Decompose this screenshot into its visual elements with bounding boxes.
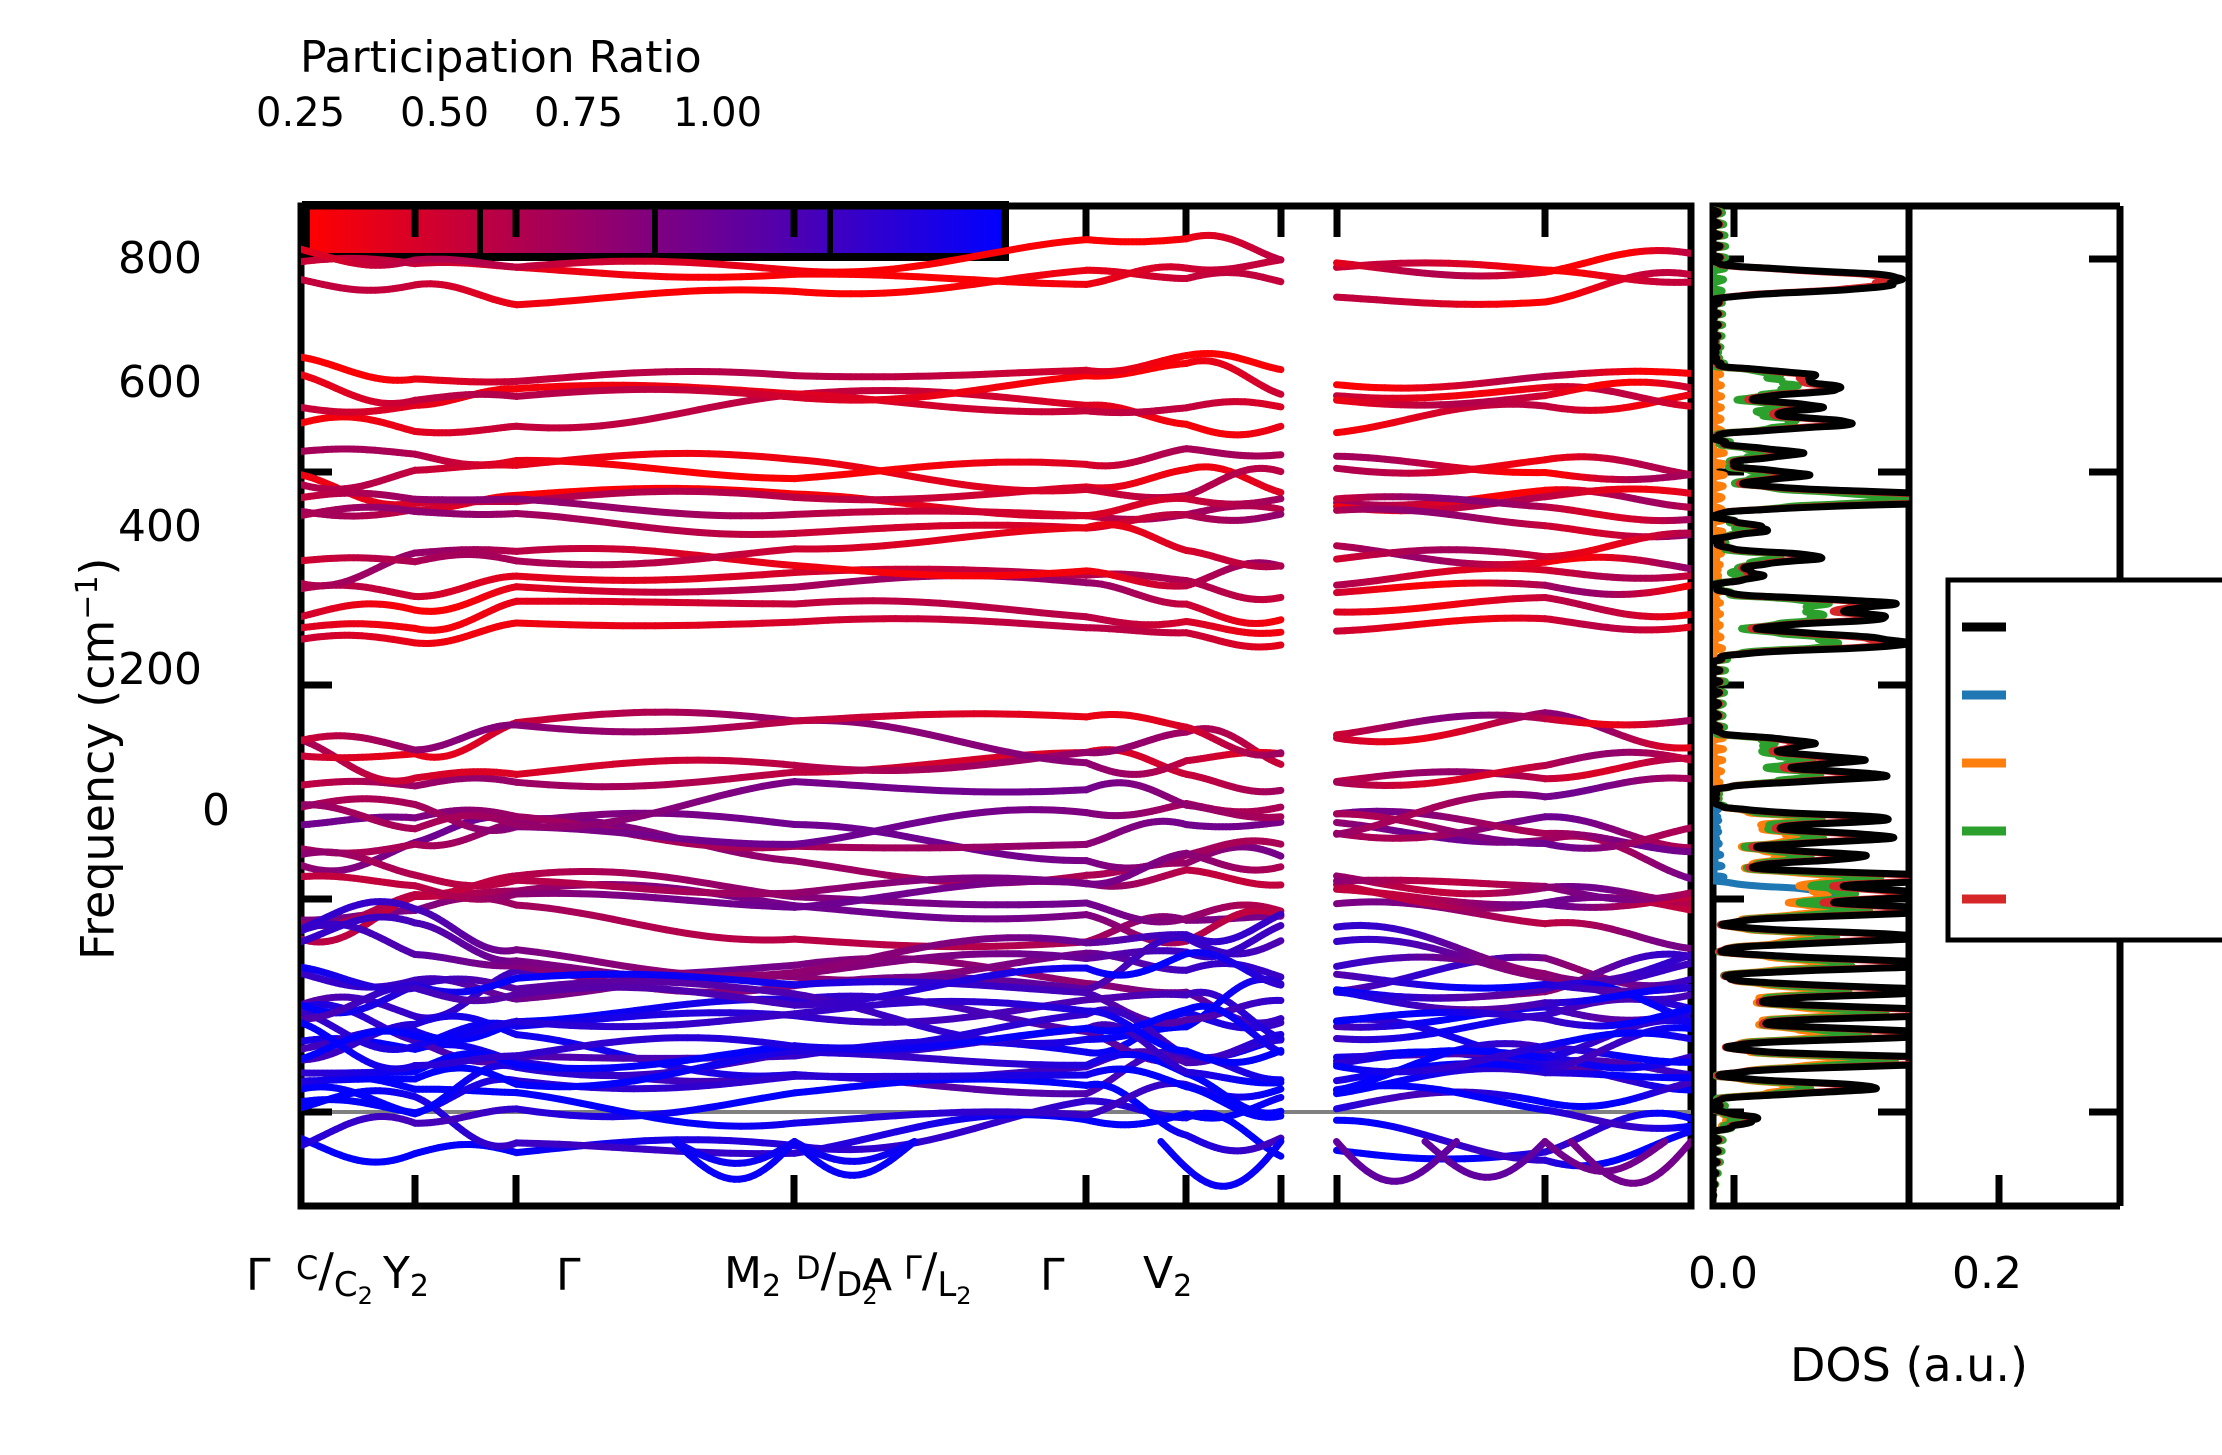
x-tick-gamma-3: Γ — [1040, 1250, 1065, 1301]
band-segment — [1273, 786, 1285, 795]
colorbar-tick-0: 0.25 — [256, 90, 346, 136]
band-segment — [1681, 489, 1691, 497]
x-tick-d-over-d2: D/D2 — [796, 1243, 878, 1310]
colorbar-title: Participation Ratio — [300, 32, 702, 83]
band-segment — [1681, 471, 1691, 479]
band-segment — [1273, 487, 1285, 496]
band-segment — [1273, 593, 1285, 602]
x-tick-c-over-c2: C/C2 — [296, 1243, 373, 1310]
y-tick-400: 400 — [118, 501, 202, 552]
x-tick-num: C — [296, 1249, 319, 1287]
band-segment — [1681, 564, 1691, 573]
x-tick-sub: 2 — [761, 1269, 782, 1304]
x-tick-sub: 2 — [1173, 1269, 1193, 1304]
x-tick-den: L — [937, 1265, 957, 1305]
x-tick-den-sub: 2 — [862, 1282, 878, 1310]
band-segment — [1681, 503, 1691, 511]
phonon-band-curves — [301, 231, 1691, 1190]
x-tick-den: D — [836, 1265, 863, 1305]
y-tick-800: 800 — [118, 233, 202, 284]
band-segment — [1273, 467, 1285, 476]
colorbar-tick-1: 0.50 — [400, 90, 490, 136]
x-tick-v2: V2 — [1143, 1248, 1192, 1304]
band-segment — [1681, 623, 1691, 632]
x-tick-num: D — [796, 1249, 821, 1287]
band-segment — [1273, 505, 1285, 513]
band-segment — [1273, 389, 1285, 398]
band-segment — [1681, 515, 1691, 524]
y-tick-200: 200 — [118, 644, 202, 695]
band-segment — [1273, 422, 1285, 431]
band-segment — [1273, 749, 1285, 758]
x-tick-gamma-over-l2: Γ/L2 — [904, 1243, 972, 1310]
band-segment — [1681, 581, 1691, 590]
highsym-ticks — [297, 206, 1695, 1206]
x-tick-sub: 2 — [409, 1269, 429, 1304]
x-tick-den: C — [333, 1265, 358, 1305]
band-segment — [1273, 759, 1285, 768]
x-tick-den-sub: 2 — [956, 1282, 972, 1310]
colorbar-tick-2: 0.75 — [534, 90, 624, 136]
band-segment — [1273, 616, 1285, 625]
x-tick-base: M — [724, 1248, 762, 1299]
band-segment — [1273, 510, 1285, 519]
x-tick-m2: M2 — [724, 1248, 781, 1304]
band-segment — [1273, 277, 1285, 286]
band-segment — [1681, 249, 1691, 257]
dos-tick-1: 0.2 — [1952, 1248, 2022, 1299]
dos-axis-label: DOS (a.u.) — [1790, 1338, 2028, 1392]
band-segment — [1681, 716, 1691, 725]
x-tick-base: V — [1143, 1248, 1174, 1299]
dos-tick-0: 0.0 — [1688, 1248, 1758, 1299]
x-tick-num: Γ — [904, 1249, 922, 1287]
band-segment — [1273, 255, 1285, 264]
band-segment — [1681, 402, 1691, 410]
y-tick-0: 0 — [202, 785, 230, 836]
colorbar — [302, 201, 1009, 261]
band-segment — [1273, 641, 1285, 650]
x-tick-base: Y — [383, 1248, 410, 1299]
x-tick-gamma-1: Γ — [246, 1250, 271, 1301]
band-segment — [1681, 383, 1691, 392]
y-tick-600: 600 — [118, 357, 202, 408]
band-segment — [1681, 572, 1691, 580]
x-tick-den-sub: 2 — [357, 1282, 373, 1310]
band-segment — [1681, 755, 1691, 764]
band-segment — [1681, 391, 1691, 400]
x-tick-gamma-2: Γ — [556, 1250, 581, 1301]
band-segment — [1681, 270, 1691, 279]
band-segment — [1681, 610, 1691, 619]
x-tick-y2: Y2 — [383, 1248, 429, 1304]
band-segment — [1273, 365, 1285, 374]
x-tick-a: A — [862, 1250, 893, 1301]
band-segment — [1273, 495, 1285, 503]
colorbar-tick-3: 1.00 — [673, 90, 763, 136]
band-segment — [1273, 402, 1285, 411]
